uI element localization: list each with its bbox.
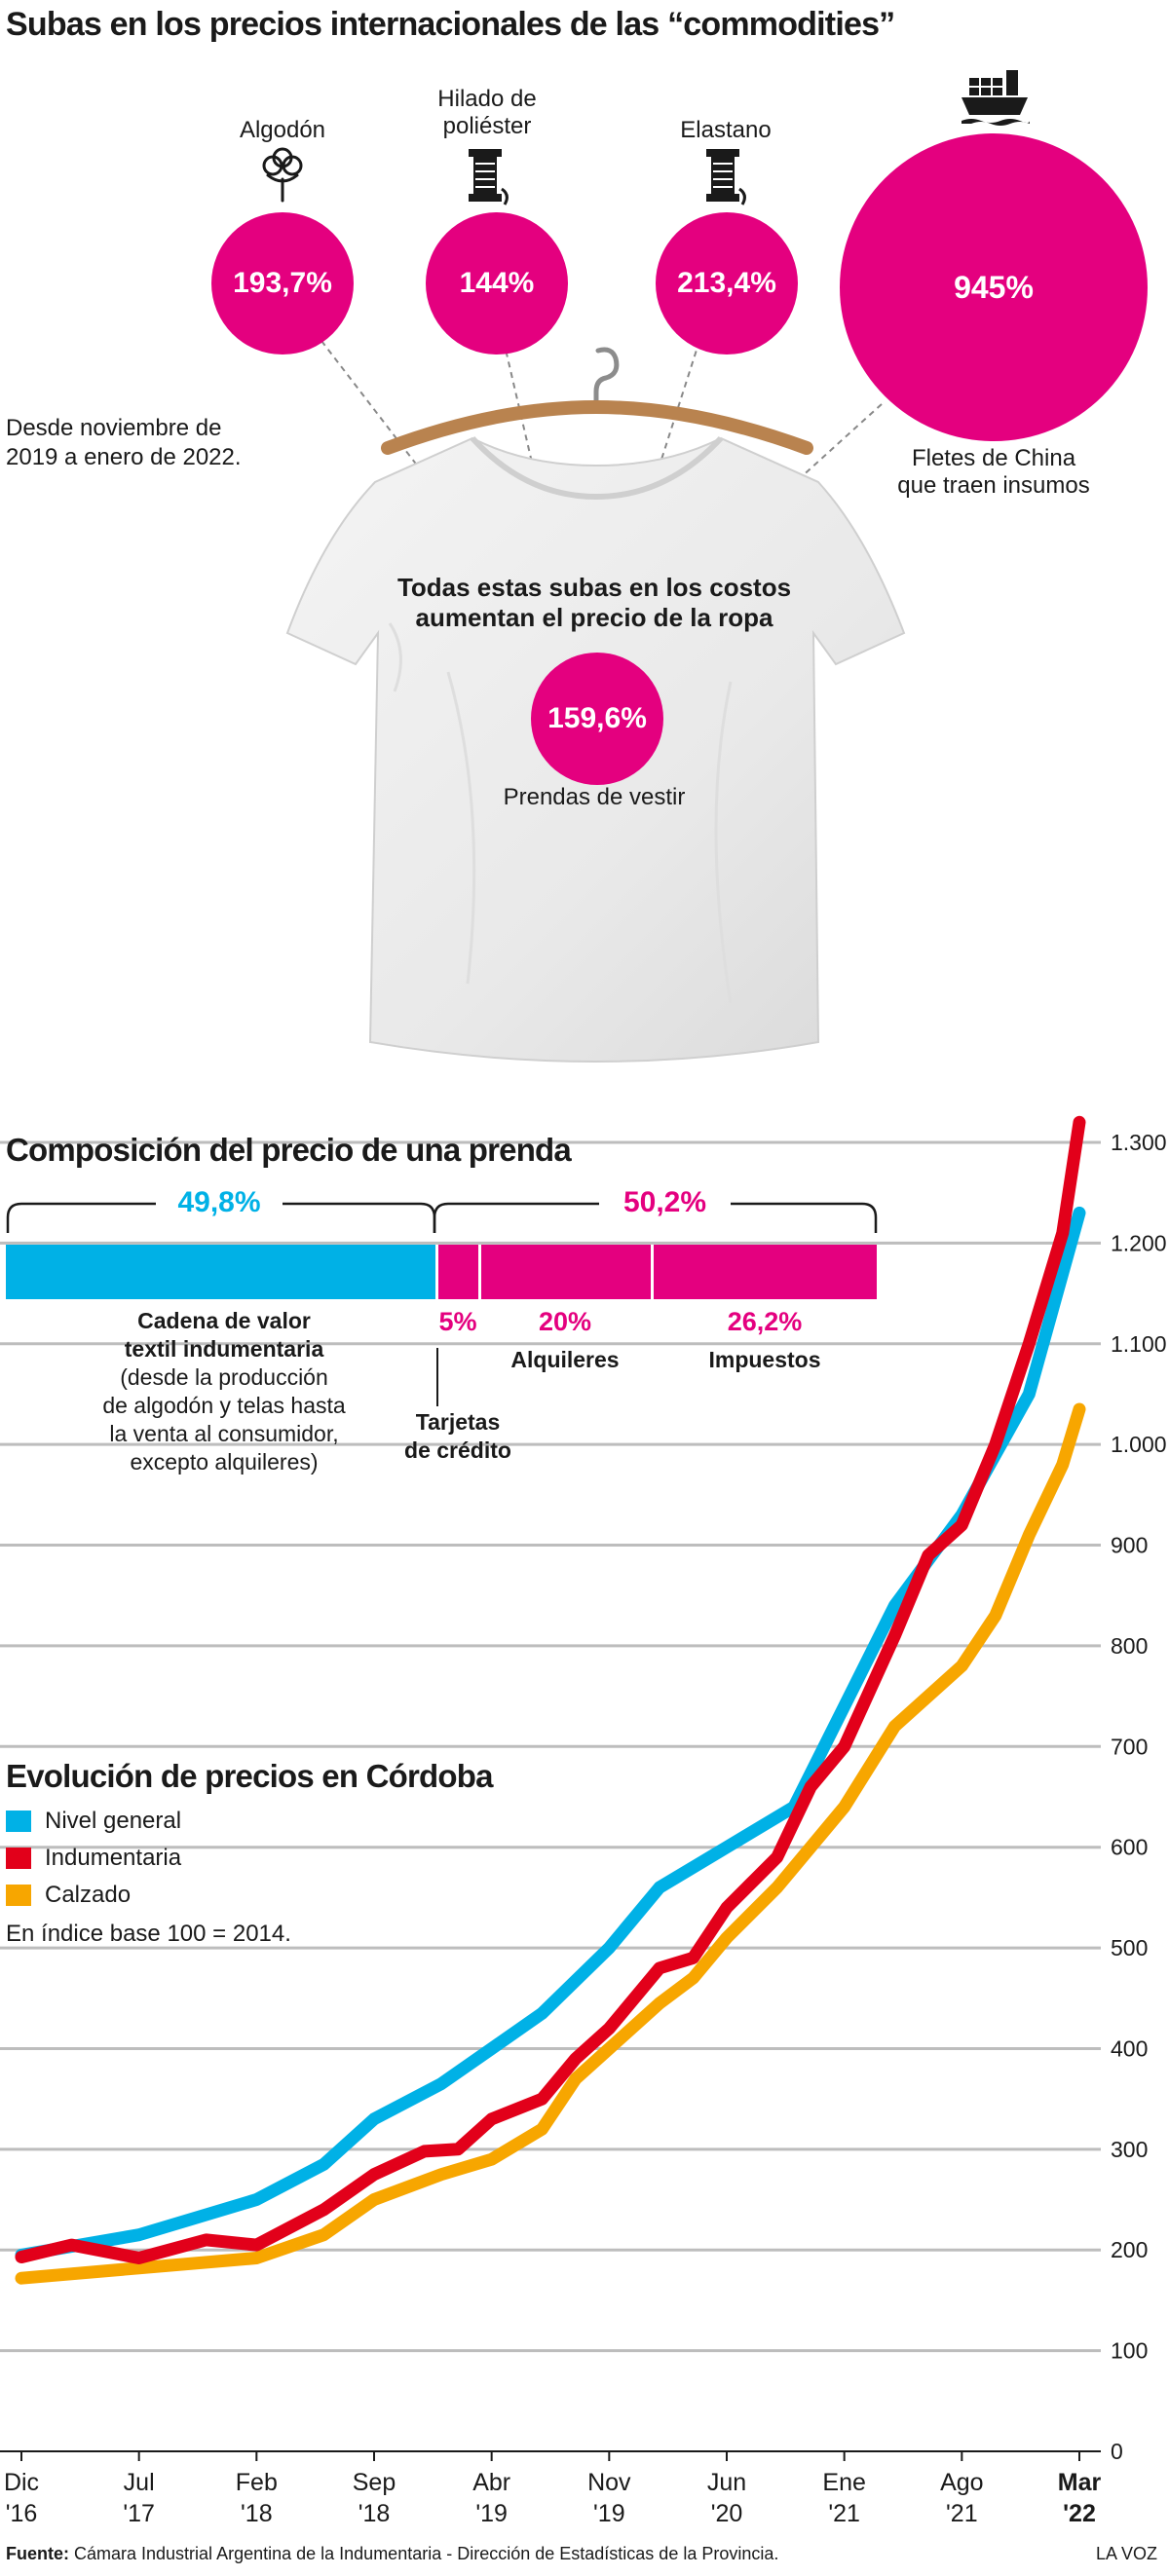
y-tick-label: 1.300 [1111, 1130, 1167, 1155]
segment-label-rent: Alquileres [510, 1347, 620, 1372]
legend-swatch [6, 1848, 31, 1869]
y-tick-label: 1.200 [1111, 1230, 1167, 1255]
main-title: Subas en los precios internacionales de … [6, 6, 895, 43]
thread-spool-icon [706, 149, 746, 205]
x-tick-label: '21 [828, 2500, 860, 2527]
source-note: Fuente: Cámara Industrial Argentina de l… [6, 2544, 779, 2563]
x-tick-label: Sep [353, 2469, 396, 2496]
series-line-3 [15, 1402, 1086, 2285]
segment-label-cards: Tarjetas de crédito [404, 1409, 511, 1463]
x-tick-label: '18 [241, 2500, 273, 2527]
x-tick-label: Dic [4, 2469, 39, 2496]
composition-segment-4 [651, 1245, 877, 1299]
x-tick-label: '17 [123, 2500, 155, 2527]
commodity-label-cotton: Algodón [239, 117, 326, 143]
y-tick-label: 900 [1111, 1533, 1148, 1558]
composition-braces [6, 1202, 878, 1233]
y-tick-label: 800 [1111, 1633, 1148, 1659]
y-tick-label: 1.100 [1111, 1331, 1167, 1357]
segment-value-cards: 5% [438, 1307, 477, 1336]
x-tick-label: Jul [124, 2469, 155, 2496]
y-tick-label: 600 [1111, 1835, 1148, 1860]
composition-title: Composición del precio de una prenda [6, 1132, 572, 1168]
x-tick-label: '16 [6, 2500, 38, 2527]
x-tick-label: '21 [946, 2500, 978, 2527]
thread-spool-icon [469, 149, 509, 205]
composition-group-left: 49,8% [177, 1186, 261, 1218]
segment-label-taxes: Impuestos [708, 1347, 821, 1372]
y-tick-label: 300 [1111, 2137, 1148, 2162]
y-tick-label: 100 [1111, 2338, 1148, 2364]
x-tick-label: '19 [593, 2500, 625, 2527]
x-tick-label: Nov [587, 2469, 631, 2496]
garment-value: 159,6% [531, 653, 663, 785]
x-tick-label: Ene [822, 2469, 865, 2496]
evolution-chart: 0 100 200 300 400 500 600 700 800 900 1.000 1.100 1.… [0, 1115, 1167, 2527]
y-tick-label: 400 [1111, 2035, 1148, 2061]
segment-label-value-chain: Cadena de valor textil indumentaria (des… [102, 1308, 346, 1475]
composition-segment-3 [478, 1245, 652, 1299]
commodity-label-polyester: Hilado de poliéster [437, 86, 537, 139]
commodity-value-freight: 945% [840, 133, 1148, 441]
cards-leader-line [436, 1348, 438, 1406]
x-tick-label: '20 [711, 2500, 743, 2527]
period-note: Desde noviembre de 2019 a enero de 2022. [6, 415, 242, 470]
evolution-title: Evolución de precios en Córdoba [6, 1758, 493, 1794]
x-tick-label: '18 [358, 2500, 391, 2527]
y-tick-label: 500 [1111, 1935, 1148, 1960]
legend-item-general: Nivel general [6, 1807, 181, 1836]
x-tick-label: '22 [1063, 2500, 1096, 2527]
y-tick-label: 700 [1111, 1734, 1148, 1759]
y-tick-label: 200 [1111, 2237, 1148, 2262]
cargo-ship-icon [962, 70, 1030, 126]
segment-value-taxes: 26,2% [727, 1307, 803, 1336]
legend-item-footwear: Calzado [6, 1881, 131, 1910]
composition-bar [6, 1245, 877, 1299]
legend-swatch [6, 1885, 31, 1906]
x-tick-label: '19 [475, 2500, 508, 2527]
series-line-2 [15, 1115, 1086, 2264]
x-tick-label: Feb [236, 2469, 278, 2496]
brand-label: LA VOZ [1095, 2544, 1157, 2563]
legend-item-clothing: Indumentaria [6, 1844, 181, 1873]
composition-segment-1 [6, 1245, 435, 1299]
legend-swatch [6, 1811, 31, 1832]
x-tick-label: Mar [1058, 2469, 1102, 2496]
commodity-value-polyester: 144% [426, 212, 568, 355]
composition-segment-2 [434, 1245, 479, 1299]
commodity-label-freight: Fletes de China que traen insumos [897, 445, 1090, 499]
x-tick-label: Jun [707, 2469, 746, 2496]
index-note: En índice base 100 = 2014. [6, 1921, 291, 1947]
x-tick-label: Abr [472, 2469, 510, 2496]
x-tick-label: Ago [940, 2469, 983, 2496]
segment-value-rent: 20% [538, 1307, 592, 1336]
commodity-value-cotton: 193,7% [211, 212, 354, 355]
commodity-value-elastane: 213,4% [656, 212, 798, 355]
y-tick-label: 0 [1111, 2439, 1123, 2464]
commodity-label-elastane: Elastano [680, 117, 772, 143]
garment-label: Prendas de vestir [503, 784, 686, 810]
garment-heading: Todas estas subas en los costos aumentan… [396, 573, 792, 632]
composition-group-right: 50,2% [622, 1186, 707, 1218]
y-tick-label: 1.000 [1111, 1432, 1167, 1457]
cotton-icon [262, 147, 303, 203]
